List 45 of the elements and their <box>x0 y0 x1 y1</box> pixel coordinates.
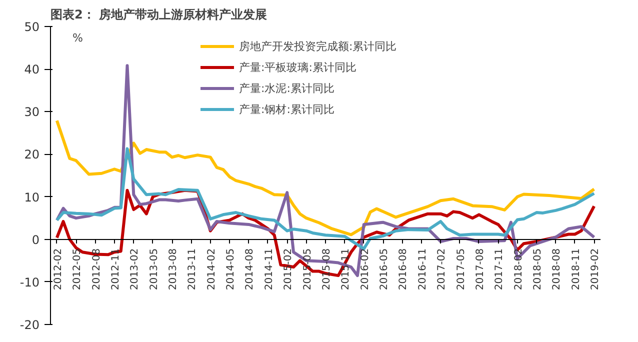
legend-label: 产量:平板玻璃:累计同比 <box>239 60 356 74</box>
x-tick-label: 2013-02 <box>130 248 141 290</box>
x-tick-label: 2017-11 <box>494 248 506 290</box>
x-tick-label: 2012-11 <box>110 248 122 290</box>
x-tick-label: 2014-11 <box>264 248 275 290</box>
x-tick-label: 2013-11 <box>187 248 198 290</box>
x-tick-label: 2013-05 <box>148 248 160 290</box>
x-tick-label: 2016-08 <box>398 248 410 290</box>
x-tick-label: 2014-02 <box>206 248 218 290</box>
chart-title: 图表2： 房地产带动上游原材料产业发展 <box>50 8 268 22</box>
x-tick-label: 2019-02 <box>590 248 602 290</box>
y-axis-title: % <box>72 32 83 44</box>
legend-label: 产量:水泥:累计同比 <box>239 80 334 96</box>
y-tick-label: 10 <box>24 190 40 204</box>
x-tick-label: 2016-02 <box>360 248 371 290</box>
x-tick-label: 2015-02 <box>283 248 294 290</box>
x-tick-label: 2016-11 <box>417 248 428 290</box>
y-tick-label: 40 <box>24 62 40 77</box>
x-tick-label: 2014-08 <box>244 248 256 290</box>
y-tick-label: -10 <box>20 275 40 290</box>
x-tick-label: 2017-08 <box>474 248 486 290</box>
x-tick-label: 2018-05 <box>532 248 544 290</box>
x-tick-label: 2015-11 <box>340 248 352 290</box>
line-series <box>55 147 596 250</box>
x-tick-label: 2017-05 <box>456 248 467 290</box>
x-tick-label: 2012-02 <box>52 248 64 290</box>
x-tick-label: 2018-11 <box>570 248 582 290</box>
x-tick-label: 2014-05 <box>226 248 237 290</box>
x-tick-label: 2018-02 <box>513 248 524 290</box>
x-tick-label: 2015-05 <box>302 248 314 290</box>
legend-label: 房地产开发投资完成额:累计同比 <box>239 38 397 54</box>
legend-label: 产量:钢材:累计同比 <box>239 102 334 116</box>
x-tick-label: 2012-08 <box>91 248 102 290</box>
x-tick-label: 2018-08 <box>552 248 563 290</box>
x-tick-label: 2017-02 <box>436 248 448 290</box>
line-series <box>55 119 596 236</box>
x-tick-label: 2015-08 <box>322 248 332 290</box>
x-tick-label: 2013-08 <box>168 248 180 290</box>
y-tick-label: 0 <box>32 232 40 247</box>
y-tick-label: 20 <box>24 148 40 162</box>
x-tick-label: 2012-05 <box>72 248 84 290</box>
x-tick-label: 2016-05 <box>379 248 390 290</box>
y-tick-label: 30 <box>24 105 40 120</box>
y-tick-label: 50 <box>24 20 40 34</box>
y-tick-label: -20 <box>20 318 40 332</box>
